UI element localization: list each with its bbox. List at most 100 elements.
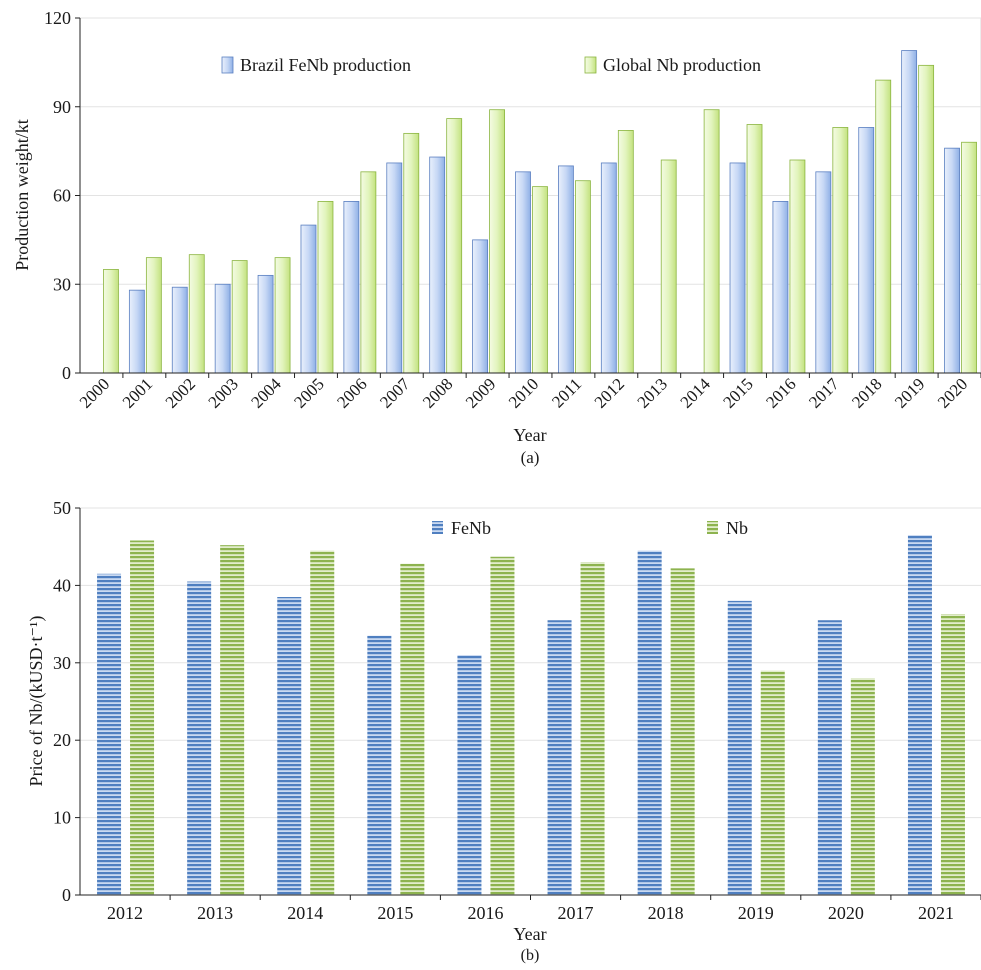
x-tick-label: 2017 — [805, 374, 843, 412]
x-tick-label: 2006 — [333, 374, 370, 411]
x-tick-label: 2016 — [762, 374, 799, 411]
legend-label-fenb: FeNb — [451, 518, 491, 538]
y-tick-label: 120 — [44, 8, 71, 28]
bar-nb-2016 — [490, 556, 515, 895]
x-tick-label: 2004 — [247, 374, 285, 412]
y-tick-label: 0 — [62, 885, 71, 905]
bar-brazil-fenb-production-2004 — [257, 274, 274, 374]
bar-brazil-fenb-production-2008 — [429, 156, 446, 374]
x-tick-label: 2008 — [419, 374, 456, 411]
bar-fenb-2018 — [637, 550, 662, 895]
x-tick-label: 2012 — [591, 374, 628, 411]
bar-fenb-2014 — [277, 597, 302, 895]
y-tick-label: 90 — [53, 97, 71, 117]
bar-nb-2012 — [130, 540, 155, 895]
chart-a-x-ticks: 2000 2001 2002 2003 2004 2005 2006 2007 2008 2009… — [76, 373, 981, 412]
legend-label-global: Global Nb production — [603, 55, 761, 75]
legend-swatch-global — [584, 56, 597, 74]
x-tick-label: 2005 — [290, 374, 327, 411]
legend-swatch-nb — [707, 521, 718, 534]
bar-fenb-2016 — [457, 655, 482, 895]
x-tick-label: 2016 — [467, 903, 503, 923]
bar-global-nb-production-2002 — [188, 254, 205, 374]
bar-global-nb-production-2009 — [489, 109, 505, 374]
bar-global-nb-production-2006 — [360, 171, 377, 374]
bar-brazil-fenb-production-2016 — [772, 201, 789, 374]
bar-global-nb-production-2019 — [918, 64, 935, 374]
bar-fenb-2021 — [907, 535, 932, 895]
bar-brazil-fenb-production-2001 — [128, 289, 145, 374]
x-tick-label: 2014 — [287, 903, 323, 923]
bar-global-nb-production-2004 — [274, 257, 291, 374]
bar-global-nb-production-2003 — [231, 260, 248, 374]
chart-b-x-label: Year — [513, 924, 546, 944]
chart-b-bars — [97, 535, 965, 895]
bar-global-nb-production-2011 — [575, 180, 591, 374]
bar-global-nb-production-2015 — [746, 124, 763, 374]
bar-fenb-2017 — [547, 620, 572, 895]
bar-brazil-fenb-production-2009 — [472, 239, 488, 374]
chart-b-y-ticks: 0 10 20 30 40 50 — [53, 498, 80, 905]
chart-b-gridlines — [80, 507, 981, 819]
bar-brazil-fenb-production-2011 — [558, 165, 574, 374]
bar-global-nb-production-2016 — [789, 159, 806, 374]
x-tick-label: 2007 — [376, 374, 414, 412]
x-tick-label: 2013 — [197, 903, 233, 923]
y-tick-label: 60 — [53, 186, 71, 206]
bar-fenb-2015 — [367, 635, 392, 895]
bar-fenb-2020 — [817, 620, 842, 895]
bar-nb-2017 — [580, 562, 605, 895]
bar-nb-2019 — [760, 670, 785, 895]
bar-nb-2020 — [850, 678, 875, 895]
bar-brazil-fenb-production-2017 — [815, 171, 832, 374]
bar-brazil-fenb-production-2012 — [600, 162, 617, 374]
x-tick-label: 2003 — [205, 374, 242, 411]
bar-nb-2018 — [670, 568, 695, 895]
legend-label-brazil: Brazil FeNb production — [240, 55, 411, 75]
chart-b-legend: FeNb Nb — [432, 518, 748, 538]
bar-global-nb-production-2017 — [832, 127, 849, 374]
chart-a-panel-label: (a) — [521, 448, 540, 467]
bar-brazil-fenb-production-2003 — [214, 283, 231, 374]
chart-b-y-label: Price of Nb/(kUSD·t⁻¹) — [26, 616, 47, 787]
bar-fenb-2019 — [727, 600, 752, 895]
bar-brazil-fenb-production-2006 — [343, 201, 360, 374]
legend-swatch-fenb — [432, 521, 443, 534]
x-tick-label: 2021 — [918, 903, 954, 923]
x-tick-label: 2018 — [648, 903, 684, 923]
chart-b-panel-label: (b) — [521, 947, 540, 964]
x-tick-label: 2009 — [462, 374, 499, 411]
chart-a-x-label: Year — [513, 425, 546, 445]
x-tick-label: 2001 — [119, 374, 156, 411]
bar-global-nb-production-2013 — [660, 159, 677, 374]
bar-brazil-fenb-production-2007 — [386, 162, 403, 374]
bar-nb-2021 — [940, 614, 965, 895]
y-tick-label: 30 — [53, 653, 71, 673]
x-tick-label: 2014 — [676, 374, 714, 412]
bar-brazil-fenb-production-2010 — [515, 171, 531, 374]
bar-brazil-fenb-production-2020 — [944, 147, 960, 374]
y-tick-label: 0 — [62, 363, 71, 383]
x-tick-label: 2020 — [934, 374, 971, 411]
x-tick-label: 2012 — [107, 903, 143, 923]
bar-brazil-fenb-production-2015 — [729, 162, 746, 374]
y-tick-label: 30 — [53, 274, 71, 294]
chart-a: 0 30 60 90 120 2000 2001 2002 2003 2004 2005 2006 2… — [12, 8, 981, 467]
bar-global-nb-production-2005 — [317, 201, 334, 374]
legend-swatch-brazil — [221, 56, 234, 74]
bar-global-nb-production-2020 — [961, 141, 977, 374]
chart-b: 0 10 20 30 40 50 2012 2013 2014 2015 2016 2017 2018… — [26, 498, 981, 964]
y-tick-label: 50 — [53, 498, 71, 518]
bar-global-nb-production-2018 — [875, 79, 892, 374]
bar-global-nb-production-2000 — [103, 269, 119, 374]
x-tick-label: 2011 — [548, 374, 585, 411]
x-tick-label: 2013 — [634, 374, 671, 411]
chart-a-legend: Brazil FeNb production Global Nb product… — [221, 55, 761, 75]
bar-fenb-2012 — [97, 573, 122, 895]
x-tick-label: 2017 — [558, 903, 594, 923]
bar-brazil-fenb-production-2019 — [901, 50, 918, 374]
chart-a-y-label: Production weight/kt — [12, 119, 32, 271]
bar-nb-2015 — [400, 563, 425, 895]
y-tick-label: 40 — [53, 575, 71, 595]
